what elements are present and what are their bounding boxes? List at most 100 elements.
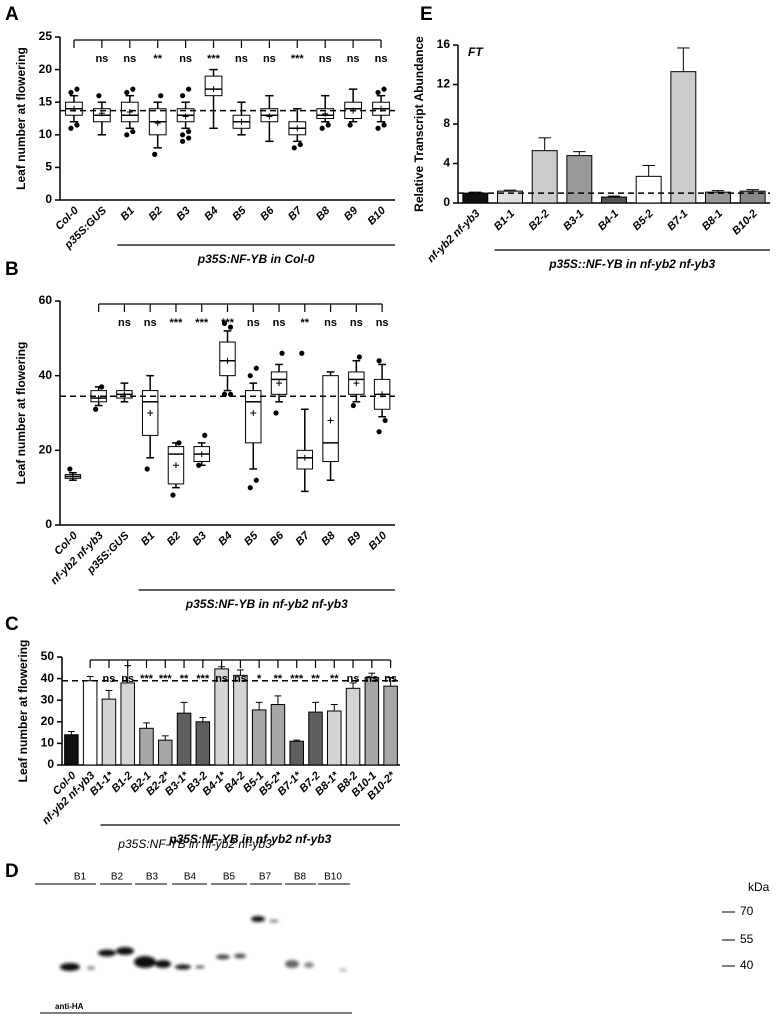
x-tick-label: B6 (268, 529, 287, 548)
significance-label: ns (350, 317, 363, 329)
bar (176, 712, 192, 766)
outlier (68, 89, 74, 96)
outlier (74, 122, 80, 128)
outlier (170, 492, 176, 498)
significance-label: ns (273, 317, 286, 329)
mean (322, 110, 329, 117)
x-tick-label: B7-1 (665, 208, 690, 233)
y-tick-label: 15 (39, 94, 53, 108)
unit-label: kDa (748, 880, 770, 894)
bar (139, 727, 154, 766)
y-tick-label: 0 (45, 192, 52, 206)
bar (289, 740, 304, 766)
x-tick-label: B7 (294, 529, 313, 548)
outlier (350, 402, 356, 409)
bar (82, 680, 98, 766)
outlier (180, 93, 186, 99)
bar (327, 710, 342, 766)
blot-bands (60, 916, 347, 972)
outlier (376, 358, 382, 364)
mean (353, 380, 360, 387)
mean (154, 120, 161, 127)
mean (95, 395, 102, 402)
significance-label: *** (140, 673, 154, 685)
annotation: FT (468, 45, 484, 59)
outlier (186, 86, 192, 92)
outlier (227, 324, 234, 330)
panel-letter: A (5, 4, 19, 25)
marker-label: 70 (740, 904, 754, 918)
panel-letter: E (420, 4, 433, 25)
bar (270, 704, 286, 766)
significance-label: ** (153, 53, 162, 65)
x-tick-label: B8-1 (700, 208, 725, 233)
bar (670, 71, 697, 204)
x-tick-label: B4 (216, 530, 234, 548)
significance-label: ** (301, 317, 310, 329)
y-tick-label: 20 (41, 714, 55, 728)
x-tick-label: B10 (367, 529, 390, 552)
x-tick-label: B3-1 (561, 208, 586, 233)
significance-label: ns (375, 53, 388, 65)
bar (158, 739, 173, 766)
panel-letter: B (5, 259, 19, 280)
y-tick-label: 4 (443, 156, 450, 170)
bar (64, 734, 79, 766)
outlier (130, 128, 136, 135)
outlier (152, 151, 158, 157)
bar (462, 192, 489, 204)
x-tick-label: B5 (242, 529, 261, 548)
x-tick-label: B6 (258, 204, 277, 223)
outlier (144, 466, 150, 472)
outlier (319, 125, 325, 131)
y-tick-label: 30 (41, 692, 55, 706)
significance-label: ** (274, 673, 283, 685)
significance-label: *** (221, 317, 235, 329)
y-tick-label: 20 (39, 62, 53, 76)
y-tick-label: 50 (41, 649, 55, 663)
bar (531, 150, 558, 204)
bar (601, 196, 627, 204)
mean (224, 357, 231, 364)
bar (345, 687, 361, 766)
significance-label: ns (215, 673, 228, 685)
x-tick-label: B1 (119, 205, 137, 223)
outlier (273, 410, 279, 416)
x-tick-label: B9 (345, 529, 364, 548)
bar (251, 709, 267, 766)
significance-label: ns (247, 317, 260, 329)
lane-label: B1 (74, 872, 87, 883)
y-tick-label: 20 (39, 443, 53, 457)
mean (301, 454, 308, 461)
bar (383, 685, 398, 766)
bar (233, 674, 248, 766)
bar (308, 711, 323, 766)
bar (120, 682, 135, 766)
outlier (299, 350, 305, 356)
lane-label: B4 (184, 872, 197, 883)
significance-label: *** (207, 53, 221, 65)
x-tick-label: B5-2 (630, 208, 655, 233)
bar (364, 677, 380, 766)
significance-label: * (257, 673, 262, 685)
box (245, 390, 262, 444)
bar (195, 721, 211, 766)
significance-label: *** (196, 673, 210, 685)
outlier (130, 86, 136, 92)
bar (566, 155, 593, 204)
significance-label: ns (179, 53, 192, 65)
y-tick-label: 25 (39, 29, 53, 43)
outlier (96, 93, 102, 99)
outlier (221, 320, 228, 326)
outlier (186, 128, 192, 135)
outlier (247, 373, 253, 379)
x-tick-label: B2 (165, 530, 183, 548)
mean (210, 86, 217, 93)
outlier (93, 406, 99, 412)
mean (147, 410, 154, 416)
outlier (124, 89, 130, 96)
x-tick-label: B8 (319, 529, 338, 548)
outlier (253, 365, 259, 371)
x-tick-label: B5 (230, 204, 249, 223)
